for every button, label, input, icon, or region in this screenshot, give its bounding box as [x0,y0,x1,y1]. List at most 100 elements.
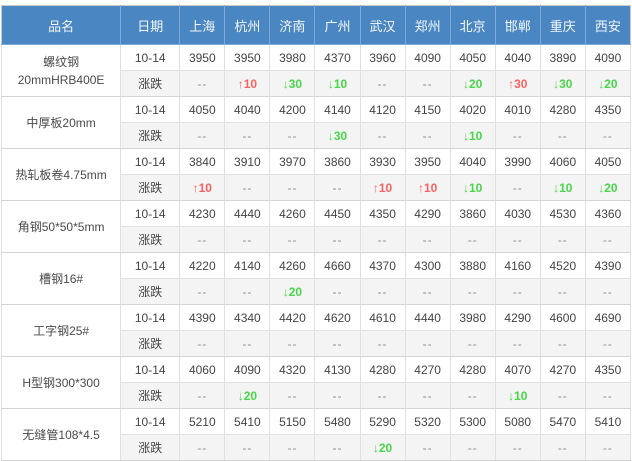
change-cell: ↓30 [314,122,361,149]
no-change-value: -- [332,440,343,455]
no-change-value: -- [287,388,298,403]
no-change-value: -- [602,232,613,247]
change-cell: -- [269,434,316,461]
change-cell: -- [269,330,316,357]
change-cell: -- [314,330,361,357]
change-cell: -- [404,226,451,253]
change-cell: -- [494,226,541,253]
price-cell: 4090 [404,44,451,71]
price-cell: 4030 [494,200,541,227]
price-cell: 3960 [359,44,406,71]
no-change-value: -- [377,388,388,403]
no-change-value: -- [242,284,253,299]
price-cell: 4280 [359,356,406,383]
price-cell: 4040 [494,44,541,71]
no-change-value: -- [467,232,478,247]
no-change-value: -- [512,440,523,455]
change-cell: -- [449,434,496,461]
date-cell: 10-14 [120,148,181,175]
no-change-value: -- [332,284,343,299]
change-label-cell: 涨跌 [120,122,181,149]
change-cell: -- [494,434,541,461]
change-cell: -- [584,122,632,149]
no-change-value: -- [242,336,253,351]
no-change-value: -- [377,76,388,91]
no-change-value: -- [422,128,433,143]
change-cell: -- [359,70,406,97]
no-change-value: -- [512,336,523,351]
no-change-value: -- [602,128,613,143]
change-cell: -- [449,278,496,305]
product-name-line: 角钢50*50*5mm [17,219,105,234]
date-cell: 10-14 [120,356,181,383]
change-cell: -- [179,278,226,305]
change-cell: -- [269,122,316,149]
price-up-value: ↑30 [508,76,528,91]
price-row: 中厚板20mm 10-14 4050 4040 4200 4140 4120 4150 4020… [0,96,632,149]
price-cell: 4140 [224,252,271,279]
price-up-value: ↑10 [417,180,438,195]
change-cell: -- [179,382,226,409]
product-name-cell: 热轧板卷4.75mm [0,148,122,201]
price-up-value: ↑10 [372,180,393,195]
no-change-value: -- [602,284,613,299]
price-cell: 4140 [314,96,361,123]
no-change-value: -- [197,128,208,143]
no-change-value: -- [557,336,568,351]
change-label-cell: 涨跌 [120,330,181,357]
price-cell: 3910 [224,148,271,175]
change-cell: -- [359,382,406,409]
price-cell: 3990 [494,148,541,175]
no-change-value: -- [422,440,433,455]
change-cell: -- [449,330,496,357]
no-change-value: -- [602,388,613,403]
change-cell: ↑10 [224,70,271,97]
no-change-value: -- [557,128,568,143]
product-name-cell: 无缝管108*4.5 [0,408,122,461]
price-cell: 4520 [539,252,586,279]
column-header-city: 上海 [179,5,225,45]
price-cell: 5480 [314,408,361,435]
price-cell: 5210 [179,408,226,435]
change-cell: -- [224,226,271,253]
change-cell: ↓10 [539,174,586,201]
price-cell: 4040 [224,96,271,123]
change-cell: -- [179,122,226,149]
change-cell: ↑10 [404,174,451,201]
change-cell: ↓20 [269,278,316,305]
no-change-value: -- [377,284,388,299]
no-change-value: -- [422,388,433,403]
date-cell: 10-14 [120,44,181,71]
table-header: 品名 日期 上海 杭州 济南 广州 武汉 郑州 北京 邯郸 重庆 西安 [1,5,631,45]
price-down-value: ↓10 [463,180,483,195]
price-cell: 5470 [539,408,586,435]
no-change-value: -- [287,336,298,351]
change-cell: -- [539,330,586,357]
product-name-line: 中厚板20mm [26,115,96,130]
no-change-value: -- [197,336,208,351]
price-cell: 4050 [179,96,226,123]
table-body: 螺纹钢 20mmHRB400E 10-14 3950 3950 3980 4370 3960 4… [0,44,632,461]
change-cell: ↓10 [449,174,496,201]
change-cell: -- [224,174,271,201]
change-row: 涨跌 -- ↓20 -- -- -- -- -- ↓10 -- -- [2,382,632,409]
date-cell: 10-14 [120,304,181,331]
product-name-cell: 槽钢16# [0,252,122,305]
product-name-cell: 中厚板20mm [0,96,122,149]
price-cell: 5410 [224,408,271,435]
no-change-value: -- [512,180,523,195]
price-cell: 4150 [404,96,451,123]
change-cell: ↓20 [359,434,406,461]
product-name-line: 20mmHRB400E [17,72,105,87]
no-change-value: -- [557,232,568,247]
change-cell: -- [494,122,541,149]
no-change-value: -- [557,440,568,455]
no-change-value: -- [242,180,253,195]
price-cell: 3880 [449,252,496,279]
price-cell: 4050 [584,148,632,175]
price-cell: 4340 [224,304,271,331]
change-cell: -- [404,70,451,97]
price-down-value: ↓30 [282,76,303,91]
no-change-value: -- [467,284,478,299]
change-cell: -- [584,382,632,409]
